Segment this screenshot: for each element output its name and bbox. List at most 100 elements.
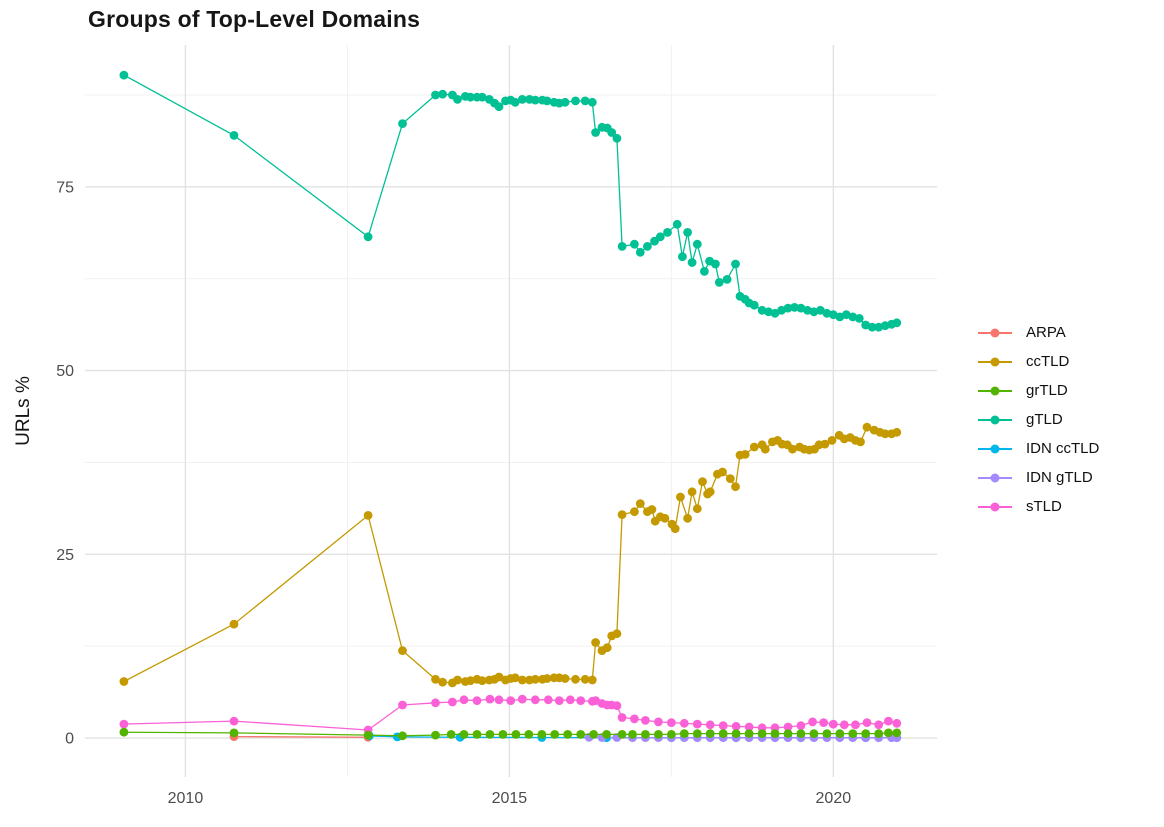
series-point-sTLD	[554, 696, 564, 705]
series-point-grTLD	[796, 729, 806, 738]
series-line-gTLD	[123, 74, 897, 328]
series-point-ccTLD	[560, 674, 570, 683]
series-point-gTLD	[749, 300, 759, 310]
series-point-sTLD	[565, 695, 575, 705]
series-point-gTLD	[229, 131, 239, 140]
series-point-gTLD	[510, 97, 520, 107]
series-point-sTLD	[884, 716, 893, 726]
series-point-sTLD	[530, 695, 540, 705]
series-point-grTLD	[679, 729, 689, 738]
series-point-ccTLD	[660, 513, 670, 523]
series-line-ARPA	[233, 735, 369, 738]
series-point-sTLD	[851, 720, 860, 730]
series-point-sTLD	[630, 714, 639, 724]
series-point-grTLD	[589, 730, 598, 739]
legend-item-label: gTLD	[1026, 411, 1063, 428]
series-point-sTLD	[517, 694, 527, 704]
legend-key-icon	[978, 327, 1012, 339]
series-point-gTLD	[591, 128, 600, 137]
series-point-ccTLD	[827, 436, 837, 445]
series-point-sTLD	[718, 721, 728, 730]
legend-item-label: ccTLD	[1026, 353, 1070, 370]
series-point-ccTLD	[647, 505, 657, 514]
series-point-grTLD	[498, 730, 508, 739]
series-point-ccTLD	[617, 510, 627, 519]
series-point-grTLD	[705, 729, 715, 738]
series-point-gTLD	[643, 242, 652, 251]
series-point-sTLD	[472, 696, 482, 705]
series-point-sTLD	[612, 701, 622, 711]
series-point-gTLD	[663, 228, 672, 237]
series-point-sTLD	[808, 717, 817, 727]
series-point-grTLD	[718, 729, 728, 738]
series-point-grTLD	[783, 729, 793, 738]
series-point-gTLD	[635, 247, 645, 257]
series-point-grTLD	[744, 729, 754, 738]
series-point-gTLD	[363, 232, 373, 242]
series-point-ccTLD	[517, 675, 527, 685]
chart-title: Groups of Top-Level Domains	[88, 6, 421, 32]
series-point-grTLD	[692, 729, 702, 738]
series-point-gTLD	[630, 239, 639, 249]
series-point-gTLD	[683, 228, 692, 237]
series-point-grTLD	[757, 729, 767, 738]
series-point-ccTLD	[580, 674, 590, 684]
series-point-gTLD	[790, 303, 799, 312]
series-point-sTLD	[692, 719, 702, 729]
series-point-grTLD	[550, 730, 560, 739]
series-point-grTLD	[770, 729, 780, 738]
series-point-gTLD	[722, 275, 732, 284]
series-point-grTLD	[563, 730, 573, 739]
series-point-gTLD	[431, 90, 440, 100]
y-tick-label: 75	[56, 179, 74, 196]
series-point-grTLD	[602, 730, 611, 739]
series-point-sTLD	[431, 698, 440, 708]
series-point-gTLD	[687, 258, 697, 267]
legend-key-icon	[978, 414, 1012, 426]
legend-item-IDN-ccTLD: IDN ccTLD	[978, 434, 1099, 463]
series-point-gTLD	[783, 303, 793, 313]
series-point-sTLD	[494, 695, 504, 705]
series-point-gTLD	[678, 252, 687, 262]
series-point-grTLD	[628, 730, 637, 739]
series-point-sTLD	[641, 716, 650, 725]
series-point-grTLD	[446, 730, 456, 739]
series-point-sTLD	[506, 696, 516, 705]
series-point-grTLD	[524, 730, 534, 739]
series-point-ccTLD	[760, 444, 770, 454]
series-point-sTLD	[667, 718, 676, 727]
legend-item-grTLD: grTLD	[978, 376, 1099, 405]
series-point-grTLD	[641, 730, 650, 739]
series-point-sTLD	[459, 695, 469, 705]
series-point-ccTLD	[676, 492, 685, 502]
legend-item-ARPA: ARPA	[978, 318, 1099, 347]
legend-key-icon	[978, 385, 1012, 397]
series-point-ccTLD	[612, 629, 622, 639]
series-point-gTLD	[700, 267, 709, 276]
legend-key-icon	[978, 472, 1012, 484]
series-point-ccTLD	[788, 444, 797, 454]
series-point-grTLD	[398, 731, 407, 741]
series-point-gTLD	[517, 95, 527, 104]
x-tick-label: 2020	[816, 790, 852, 807]
series-line-ccTLD	[123, 426, 897, 684]
series-point-sTLD	[744, 722, 754, 732]
series-point-gTLD	[731, 259, 740, 269]
series-point-ccTLD	[510, 673, 520, 683]
series-point-ccTLD	[453, 675, 462, 685]
series-point-gTLD	[655, 232, 665, 242]
series-point-gTLD	[453, 95, 462, 104]
series-point-sTLD	[448, 697, 457, 707]
legend-item-label: IDN gTLD	[1026, 469, 1093, 486]
series-point-sTLD	[828, 719, 838, 729]
legend-item-ccTLD: ccTLD	[978, 347, 1099, 376]
series-point-grTLD	[835, 729, 845, 738]
series-point-ccTLD	[398, 646, 407, 655]
series-point-sTLD	[119, 719, 129, 729]
series-point-gTLD	[612, 133, 622, 143]
series-point-sTLD	[576, 696, 586, 705]
series-point-ccTLD	[530, 674, 540, 684]
series-point-grTLD	[537, 730, 547, 739]
y-tick-label: 25	[56, 547, 74, 564]
